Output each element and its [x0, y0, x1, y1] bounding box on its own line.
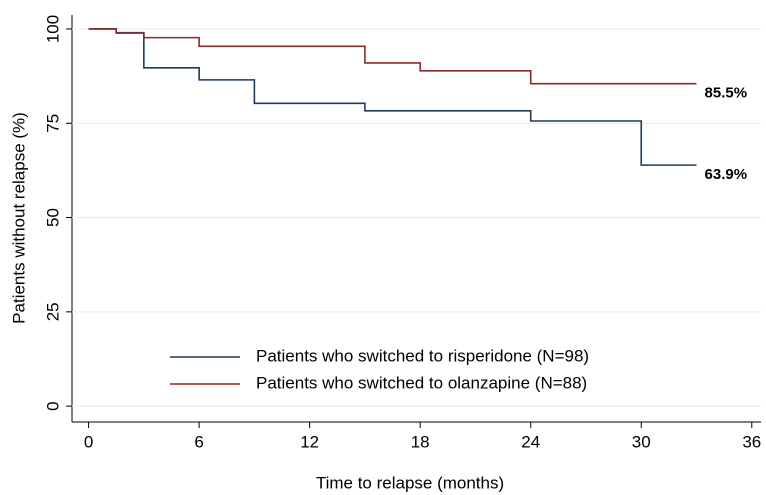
y-tick-label: 100: [43, 15, 62, 43]
y-tick-label: 25: [43, 302, 62, 321]
legend-label: Patients who switched to risperidone (N=…: [256, 346, 589, 365]
end-label: 85.5%: [705, 85, 748, 102]
legend-label: Patients who switched to olanzapine (N=8…: [256, 373, 587, 392]
x-tick-label: 18: [411, 432, 430, 451]
x-tick-label: 0: [84, 432, 93, 451]
survival-line: [88, 28, 697, 166]
survival-line: [88, 28, 697, 85]
x-tick-label: 30: [632, 432, 651, 451]
x-tick-label: 12: [300, 432, 319, 451]
x-axis-label: Time to relapse (months): [316, 473, 504, 492]
y-tick-label: 0: [43, 401, 62, 410]
y-tick-label: 50: [43, 208, 62, 227]
x-tick-label: 24: [521, 432, 540, 451]
end-label: 63.9%: [705, 166, 748, 183]
x-tick-label: 36: [742, 432, 761, 451]
x-tick-label: 6: [194, 432, 203, 451]
y-axis-label: Patients without relapse (%): [9, 112, 28, 324]
y-tick-label: 75: [43, 114, 62, 133]
